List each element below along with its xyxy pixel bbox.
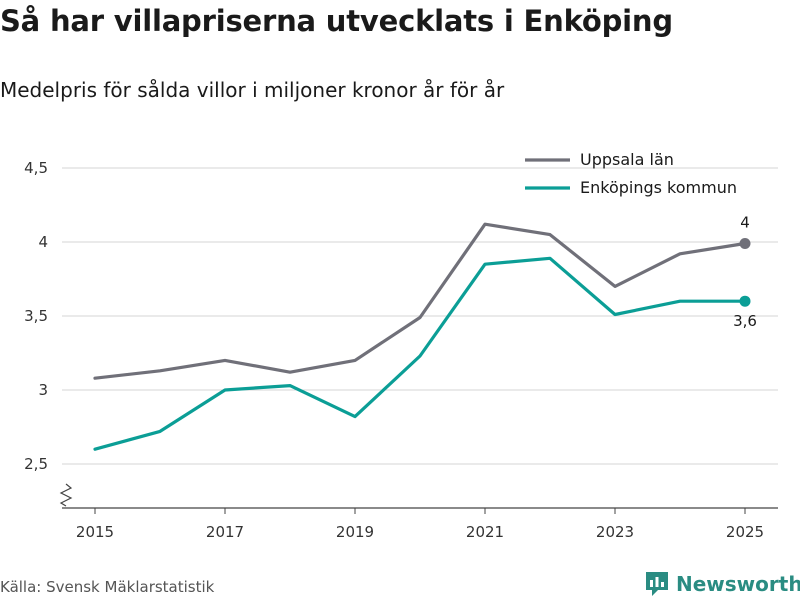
end-point-marker xyxy=(739,237,751,249)
y-axis-ticks: 2,5 3 3,5 4 4,5 xyxy=(24,159,48,473)
y-tick-label: 3 xyxy=(38,381,48,399)
y-tick-label: 4 xyxy=(38,233,48,251)
x-tick-label: 2025 xyxy=(726,523,764,541)
x-axis-ticks: 2015 2017 2019 2021 2023 2025 xyxy=(76,508,764,541)
y-tick-label: 3,5 xyxy=(24,307,48,325)
x-tick-label: 2019 xyxy=(336,523,374,541)
x-tick-label: 2023 xyxy=(596,523,634,541)
newsworthy-logo: Newsworthy xyxy=(644,570,800,598)
legend-label: Enköpings kommun xyxy=(580,178,737,197)
end-point-marker xyxy=(739,295,751,307)
legend: Uppsala län Enköpings kommun xyxy=(525,150,737,197)
y-tick-label: 2,5 xyxy=(24,455,48,473)
chart-subtitle: Medelpris för sålda villor i miljoner kr… xyxy=(0,78,505,102)
legend-label: Uppsala län xyxy=(580,150,674,169)
series-line-uppsala xyxy=(93,222,747,380)
source-note: Källa: Svensk Mäklarstatistik xyxy=(0,578,215,596)
end-value-label: 3,6 xyxy=(733,312,757,330)
x-tick-label: 2021 xyxy=(466,523,504,541)
series-line-enkoping xyxy=(93,256,747,451)
series: 43,6 xyxy=(93,213,757,451)
end-value-label: 4 xyxy=(740,213,750,231)
x-tick-label: 2015 xyxy=(76,523,114,541)
y-tick-label: 4,5 xyxy=(24,159,48,177)
newsworthy-logo-icon xyxy=(646,572,668,596)
chart-title: Så har villapriserna utvecklats i Enköpi… xyxy=(0,4,673,38)
brand-name: Newsworthy xyxy=(676,572,800,596)
axis-break-icon xyxy=(59,483,73,507)
x-tick-label: 2017 xyxy=(206,523,244,541)
